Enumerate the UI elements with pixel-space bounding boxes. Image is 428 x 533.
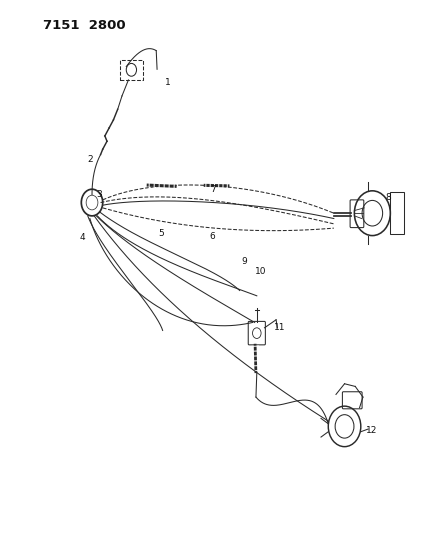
Text: 7: 7 <box>210 185 215 193</box>
Text: 10: 10 <box>255 268 266 276</box>
Text: 2: 2 <box>88 156 93 164</box>
Text: 7151  2800: 7151 2800 <box>43 19 125 31</box>
Text: 1: 1 <box>165 78 170 87</box>
Text: 12: 12 <box>366 426 377 435</box>
Text: 6: 6 <box>210 232 215 240</box>
Text: 11: 11 <box>274 324 285 332</box>
Text: 4: 4 <box>79 233 85 241</box>
Text: 5: 5 <box>158 229 164 238</box>
Text: 3: 3 <box>96 190 102 199</box>
Text: 9: 9 <box>242 257 247 265</box>
Text: 8: 8 <box>385 193 391 201</box>
